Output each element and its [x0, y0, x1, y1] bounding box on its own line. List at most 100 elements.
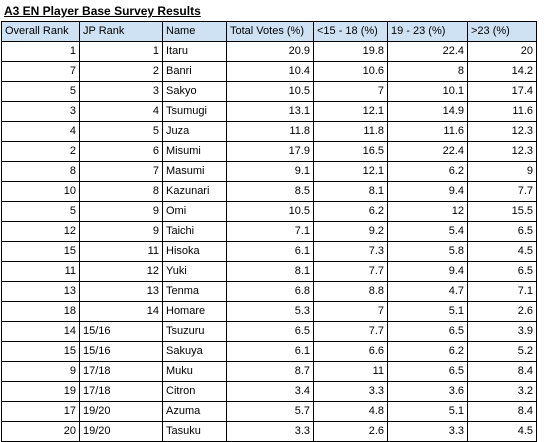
cell-overall-rank[interactable]: 15	[1, 341, 80, 362]
cell-overall-rank[interactable]: 2	[1, 141, 80, 162]
cell-19-23[interactable]: 6.5	[387, 361, 468, 382]
cell-jp-rank[interactable]: 15/16	[79, 341, 163, 362]
cell-total-votes[interactable]: 20.9	[226, 41, 314, 62]
cell-overall-rank[interactable]: 20	[1, 421, 80, 442]
cell-overall-rank[interactable]: 5	[1, 81, 80, 102]
cell-19-23[interactable]: 6.5	[387, 321, 468, 342]
cell-under-18[interactable]: 7	[313, 301, 388, 322]
cell-under-18[interactable]: 12.1	[313, 101, 388, 122]
header-total-votes[interactable]: Total Votes (%)	[226, 21, 314, 42]
cell-name[interactable]: Itaru	[162, 41, 227, 62]
cell-total-votes[interactable]: 6.1	[226, 341, 314, 362]
cell-overall-rank[interactable]: 8	[1, 161, 80, 182]
cell-jp-rank[interactable]: 11	[79, 241, 163, 262]
cell-overall-rank[interactable]: 18	[1, 301, 80, 322]
cell-total-votes[interactable]: 10.5	[226, 201, 314, 222]
cell-jp-rank[interactable]: 9	[79, 221, 163, 242]
cell-overall-rank[interactable]: 3	[1, 101, 80, 122]
cell-over-23[interactable]: 7.1	[467, 281, 537, 302]
header-name[interactable]: Name	[162, 21, 227, 42]
cell-overall-rank[interactable]: 13	[1, 281, 80, 302]
cell-name[interactable]: Tenma	[162, 281, 227, 302]
cell-name[interactable]: Kazunari	[162, 181, 227, 202]
cell-19-23[interactable]: 22.4	[387, 41, 468, 62]
cell-19-23[interactable]: 12	[387, 201, 468, 222]
cell-total-votes[interactable]: 3.3	[226, 421, 314, 442]
cell-over-23[interactable]: 12.3	[467, 141, 537, 162]
cell-19-23[interactable]: 3.6	[387, 381, 468, 402]
cell-under-18[interactable]: 16.5	[313, 141, 388, 162]
cell-over-23[interactable]: 3.9	[467, 321, 537, 342]
cell-total-votes[interactable]: 11.8	[226, 121, 314, 142]
cell-name[interactable]: Sakyo	[162, 81, 227, 102]
cell-over-23[interactable]: 9	[467, 161, 537, 182]
cell-over-23[interactable]: 8.4	[467, 361, 537, 382]
cell-19-23[interactable]: 22.4	[387, 141, 468, 162]
cell-over-23[interactable]: 5.2	[467, 341, 537, 362]
cell-name[interactable]: Homare	[162, 301, 227, 322]
cell-overall-rank[interactable]: 9	[1, 361, 80, 382]
cell-total-votes[interactable]: 17.9	[226, 141, 314, 162]
cell-19-23[interactable]: 9.4	[387, 181, 468, 202]
cell-jp-rank[interactable]: 5	[79, 121, 163, 142]
cell-under-18[interactable]: 9.2	[313, 221, 388, 242]
cell-overall-rank[interactable]: 12	[1, 221, 80, 242]
cell-under-18[interactable]: 2.6	[313, 421, 388, 442]
cell-over-23[interactable]: 2.6	[467, 301, 537, 322]
cell-over-23[interactable]: 4.5	[467, 241, 537, 262]
cell-name[interactable]: Hisoka	[162, 241, 227, 262]
cell-19-23[interactable]: 6.2	[387, 161, 468, 182]
cell-19-23[interactable]: 5.1	[387, 401, 468, 422]
cell-overall-rank[interactable]: 11	[1, 261, 80, 282]
cell-under-18[interactable]: 4.8	[313, 401, 388, 422]
cell-jp-rank[interactable]: 14	[79, 301, 163, 322]
cell-under-18[interactable]: 7	[313, 81, 388, 102]
cell-total-votes[interactable]: 8.1	[226, 261, 314, 282]
cell-under-18[interactable]: 6.6	[313, 341, 388, 362]
cell-overall-rank[interactable]: 4	[1, 121, 80, 142]
cell-under-18[interactable]: 8.1	[313, 181, 388, 202]
cell-total-votes[interactable]: 6.5	[226, 321, 314, 342]
cell-total-votes[interactable]: 3.4	[226, 381, 314, 402]
cell-over-23[interactable]: 7.7	[467, 181, 537, 202]
cell-under-18[interactable]: 7.7	[313, 321, 388, 342]
cell-19-23[interactable]: 9.4	[387, 261, 468, 282]
cell-over-23[interactable]: 15.5	[467, 201, 537, 222]
cell-name[interactable]: Misumi	[162, 141, 227, 162]
cell-19-23[interactable]: 3.3	[387, 421, 468, 442]
cell-jp-rank[interactable]: 2	[79, 61, 163, 82]
cell-over-23[interactable]: 12.3	[467, 121, 537, 142]
cell-over-23[interactable]: 6.5	[467, 261, 537, 282]
cell-jp-rank[interactable]: 1	[79, 41, 163, 62]
cell-jp-rank[interactable]: 8	[79, 181, 163, 202]
cell-name[interactable]: Yuki	[162, 261, 227, 282]
cell-over-23[interactable]: 6.5	[467, 221, 537, 242]
cell-total-votes[interactable]: 8.5	[226, 181, 314, 202]
cell-19-23[interactable]: 8	[387, 61, 468, 82]
cell-19-23[interactable]: 5.8	[387, 241, 468, 262]
cell-over-23[interactable]: 8.4	[467, 401, 537, 422]
cell-under-18[interactable]: 12.1	[313, 161, 388, 182]
cell-under-18[interactable]: 3.3	[313, 381, 388, 402]
cell-jp-rank[interactable]: 4	[79, 101, 163, 122]
cell-overall-rank[interactable]: 7	[1, 61, 80, 82]
cell-total-votes[interactable]: 13.1	[226, 101, 314, 122]
cell-19-23[interactable]: 5.4	[387, 221, 468, 242]
cell-19-23[interactable]: 5.1	[387, 301, 468, 322]
header-overall-rank[interactable]: Overall Rank	[1, 21, 80, 42]
cell-overall-rank[interactable]: 14	[1, 321, 80, 342]
cell-name[interactable]: Tsumugi	[162, 101, 227, 122]
cell-jp-rank[interactable]: 15/16	[79, 321, 163, 342]
cell-total-votes[interactable]: 8.7	[226, 361, 314, 382]
cell-over-23[interactable]: 11.6	[467, 101, 537, 122]
cell-over-23[interactable]: 20	[467, 41, 537, 62]
cell-overall-rank[interactable]: 1	[1, 41, 80, 62]
cell-jp-rank[interactable]: 19/20	[79, 421, 163, 442]
cell-total-votes[interactable]: 5.7	[226, 401, 314, 422]
cell-total-votes[interactable]: 10.5	[226, 81, 314, 102]
cell-total-votes[interactable]: 6.8	[226, 281, 314, 302]
cell-jp-rank[interactable]: 13	[79, 281, 163, 302]
cell-jp-rank[interactable]: 12	[79, 261, 163, 282]
cell-over-23[interactable]: 3.2	[467, 381, 537, 402]
cell-under-18[interactable]: 11	[313, 361, 388, 382]
